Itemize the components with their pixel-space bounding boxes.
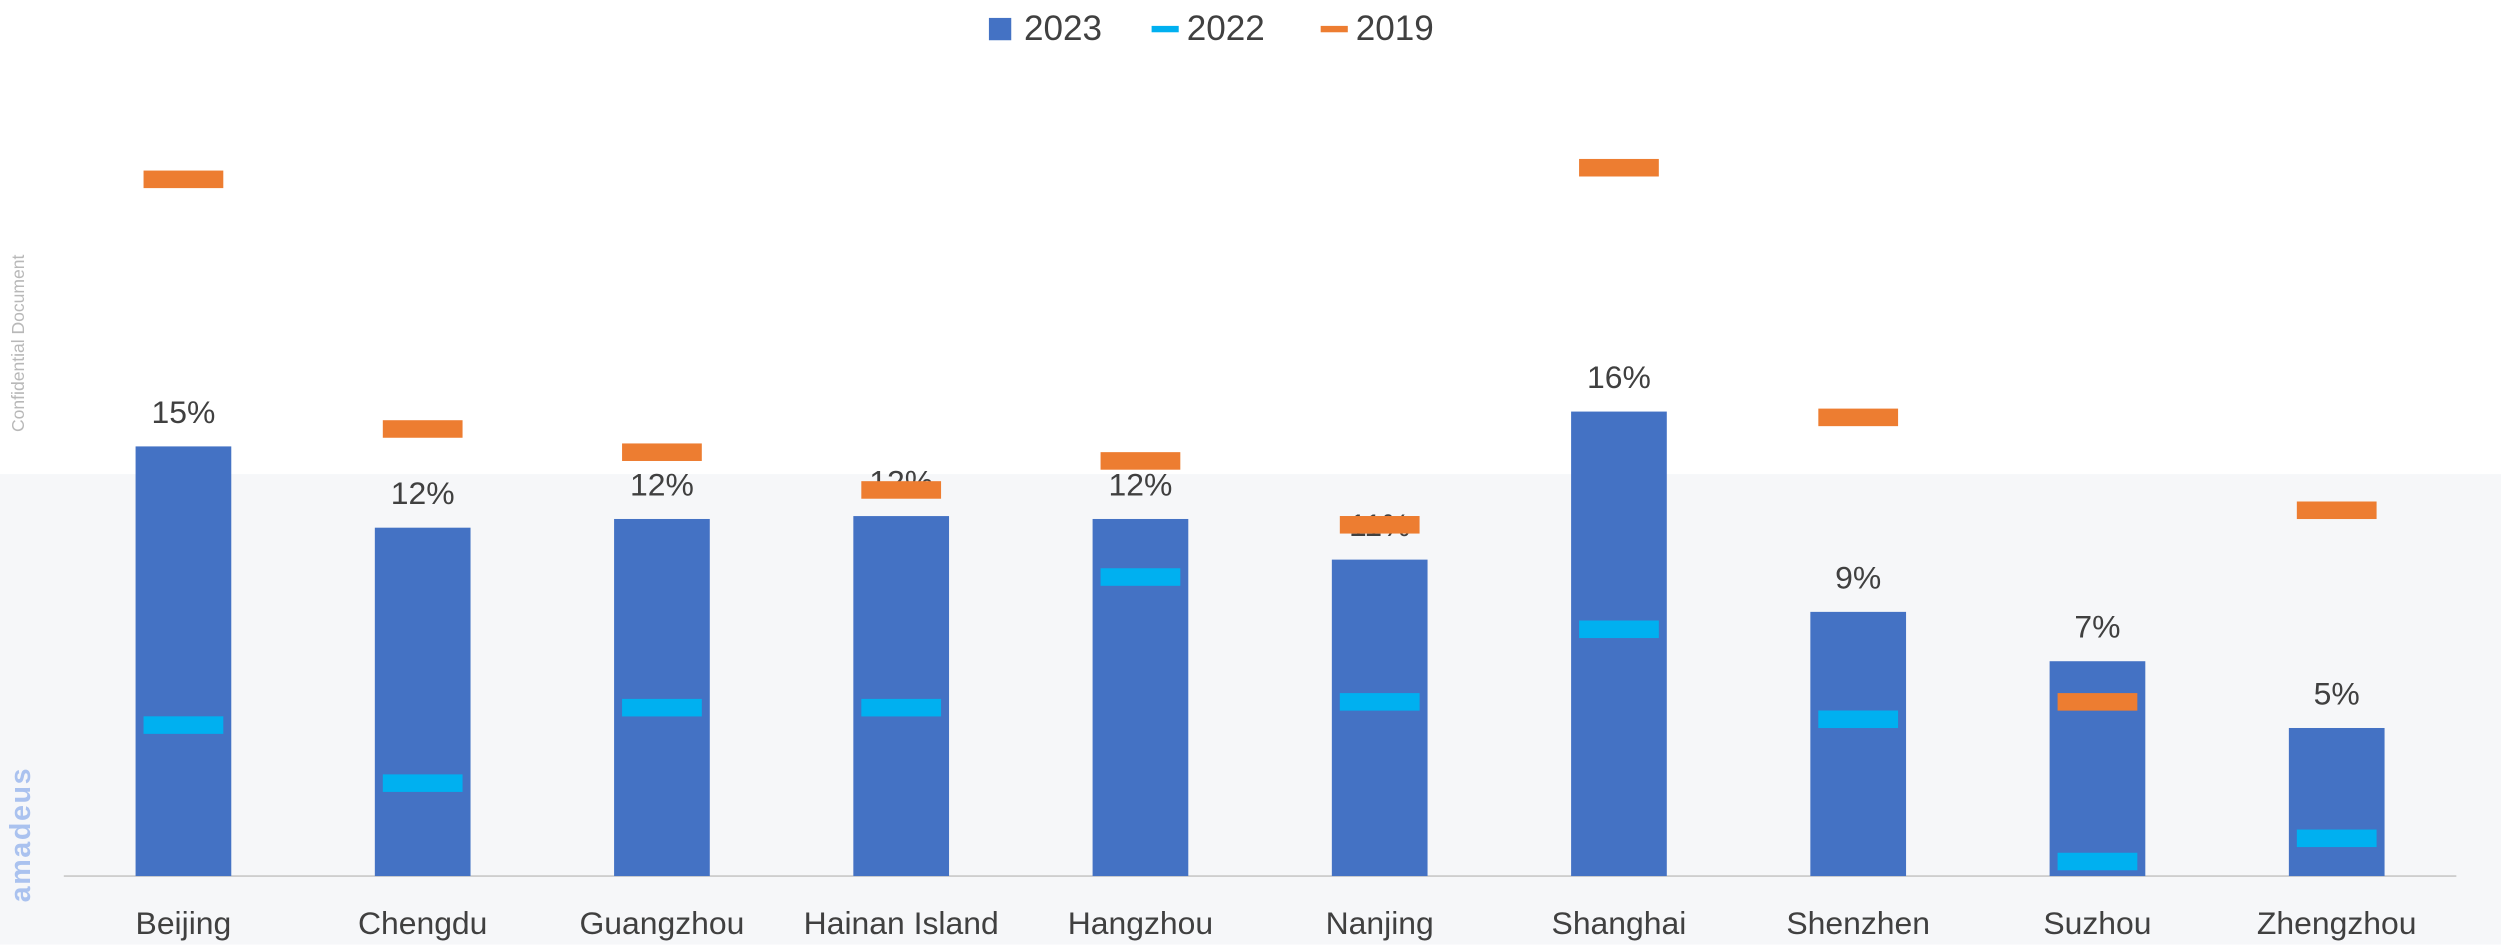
marker	[1818, 408, 1899, 427]
bar	[374, 527, 471, 877]
value-label: 12%	[391, 475, 455, 511]
marker	[1579, 158, 1659, 177]
marker	[2057, 693, 2138, 711]
x-tick-label: Shenzhen	[1786, 905, 1930, 941]
x-tick-label: Shanghai	[1552, 905, 1687, 941]
legend-swatch	[988, 17, 1012, 41]
x-tick-label: Zhengzhou	[2257, 905, 2417, 941]
marker	[1339, 516, 1420, 534]
x-tick-label: Suzhou	[2043, 905, 2151, 941]
value-label: 9%	[1835, 559, 1881, 595]
x-tick-label: Nanjing	[1326, 905, 1434, 941]
legend-swatch	[1320, 25, 1348, 33]
x-tick-label: Guangzhou	[579, 905, 744, 941]
bar	[1571, 411, 1667, 877]
value-label: 5%	[2314, 676, 2360, 712]
marker	[861, 698, 942, 717]
x-tick-label: Hainan Island	[804, 905, 999, 941]
marker	[143, 170, 224, 189]
legend-label: 2023	[1024, 9, 1102, 48]
marker	[2057, 852, 2138, 871]
bar	[135, 446, 232, 877]
marker	[2296, 829, 2377, 848]
x-tick-label: Chengdu	[358, 905, 487, 941]
marker	[1100, 452, 1181, 470]
value-label: 15%	[152, 394, 216, 430]
marker	[622, 443, 702, 461]
value-label: 7%	[2074, 609, 2120, 645]
legend-label: 2022	[1187, 9, 1265, 48]
marker	[382, 774, 463, 792]
marker	[1818, 710, 1899, 729]
watermark: Confidential Document	[8, 254, 28, 431]
logo: amadeus	[5, 767, 37, 903]
bar	[1810, 611, 1907, 877]
marker	[2296, 501, 2377, 520]
marker	[861, 481, 942, 499]
value-label: 12%	[630, 467, 694, 503]
x-tick-label: Hangzhou	[1068, 905, 1213, 941]
marker	[1339, 693, 1420, 711]
bar	[614, 518, 710, 877]
x-tick-label: Beijing	[136, 905, 232, 941]
marker	[382, 420, 463, 438]
value-label: 16%	[1587, 359, 1651, 395]
marker	[1100, 568, 1181, 586]
legend-swatch	[1151, 25, 1179, 33]
marker	[622, 698, 702, 717]
bar	[1331, 559, 1428, 877]
bar	[2288, 727, 2385, 877]
legend-label: 2019	[1356, 9, 1434, 48]
marker	[143, 716, 224, 734]
bar	[853, 516, 950, 877]
value-label: 12%	[1109, 467, 1173, 503]
marker	[1579, 620, 1659, 639]
